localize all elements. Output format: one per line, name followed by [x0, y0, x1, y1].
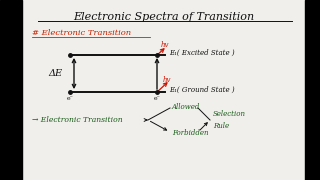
Text: hv: hv	[163, 76, 172, 84]
Text: # Electronic Transition: # Electronic Transition	[32, 29, 131, 37]
Text: Electronic Spectra of Transition: Electronic Spectra of Transition	[73, 12, 254, 22]
Text: e⁻: e⁻	[154, 96, 160, 101]
Text: Selection
Rule: Selection Rule	[213, 111, 246, 129]
Text: ΔE: ΔE	[48, 69, 62, 78]
Bar	[0, 0, 22, 180]
Text: Forbidden: Forbidden	[172, 129, 209, 137]
Text: hv: hv	[161, 41, 170, 49]
Bar	[305, 0, 320, 180]
Text: e⁻: e⁻	[67, 96, 73, 101]
Text: Allowed: Allowed	[172, 103, 200, 111]
Text: E₁( Ground State ): E₁( Ground State )	[169, 86, 235, 94]
Text: → Electronic Transition: → Electronic Transition	[32, 116, 123, 124]
Text: E₁( Excited State ): E₁( Excited State )	[169, 49, 235, 57]
